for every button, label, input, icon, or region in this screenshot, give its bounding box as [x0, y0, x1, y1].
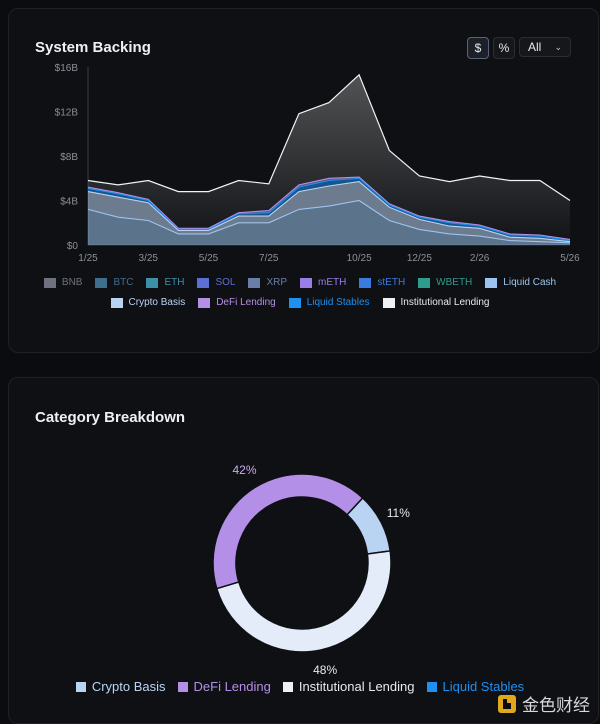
legend-swatch — [146, 277, 159, 288]
breakdown-legend: Crypto Basis DeFi Lending Institutional Le… — [0, 679, 600, 694]
legend-item-institutional-lending[interactable]: Institutional Lending — [382, 297, 490, 308]
legend-swatch — [288, 297, 301, 308]
legend-label: BNB — [61, 277, 83, 288]
x-tick-label: 10/25 — [347, 253, 372, 264]
category-breakdown-donut — [212, 473, 392, 653]
legend-item-crypto-basis[interactable]: Crypto Basis — [110, 297, 186, 308]
line-liquid-stables — [87, 177, 571, 242]
legend-item-liquid-stables[interactable]: Liquid Stables — [426, 679, 525, 694]
line-institutional-lending — [87, 73, 571, 201]
category-breakdown-title: Category Breakdown — [35, 409, 186, 426]
y-tick-label: $0 — [67, 241, 79, 252]
area-liquid-cash — [88, 200, 570, 245]
x-tick-label: 1/25 — [78, 253, 98, 264]
legend-item-meth[interactable]: mETH — [300, 277, 346, 288]
legend-label: Institutional Lending — [400, 297, 490, 308]
legend-swatch — [248, 277, 261, 288]
jinse-logo-icon — [498, 694, 516, 713]
legend-swatch — [485, 277, 498, 288]
slice-label-defi-lending: 42% — [232, 463, 257, 478]
legend-item-wbeth[interactable]: WBETH — [418, 277, 472, 288]
legend-item-institutional-lending[interactable]: Institutional Lending — [282, 679, 415, 694]
legend-label: DeFi Lending — [193, 679, 271, 694]
percent-toggle-button[interactable]: % — [493, 37, 515, 59]
legend-swatch — [198, 297, 211, 308]
system-backing-chart: $0 $4B $8B $12B $16B 1/25 3/25 5/25 7/25 10/25 12/… — [55, 63, 581, 264]
legend-swatch — [197, 277, 210, 288]
legend-item-sol[interactable]: SOL — [197, 277, 235, 288]
legend-label: Liquid Cash — [503, 277, 557, 288]
legend-item-liquid-cash[interactable]: Liquid Cash — [485, 277, 556, 288]
slice-defi-lending[interactable] — [212, 473, 364, 590]
legend-swatch — [282, 681, 293, 692]
area-institutional-lending — [88, 74, 570, 240]
legend-swatch — [95, 277, 108, 288]
legend-label: Liquid Stables — [442, 679, 525, 694]
legend-label: stETH — [377, 277, 406, 288]
slice-label-liquid-stables: 48% — [313, 662, 338, 677]
legend-label: mETH — [318, 277, 347, 288]
x-tick-label: 12/25 — [407, 253, 432, 264]
legend-swatch — [426, 681, 437, 692]
legend-label: ETH — [164, 277, 185, 288]
watermark-text: 金色财经 — [522, 696, 590, 716]
line-liquid-cash — [87, 199, 571, 244]
line-crypto-basis — [87, 181, 571, 243]
x-tick-label: 5/26 — [560, 253, 580, 264]
legend-label: XRP — [266, 277, 288, 288]
x-tick-label: 3/25 — [139, 253, 159, 264]
legend-label: WBETH — [436, 277, 473, 288]
legend-label: Crypto Basis — [128, 297, 186, 308]
area-crypto-basis — [88, 181, 570, 243]
chevron-down-icon: ⌄ — [554, 41, 562, 52]
chart-controls: $ % All ⌄ — [467, 37, 571, 59]
legend-swatch — [418, 277, 431, 288]
slice-liquid-stables[interactable] — [215, 550, 392, 653]
legend-label: DeFi Lending — [216, 297, 276, 308]
x-tick-label: 2/26 — [470, 253, 490, 264]
legend-swatch — [75, 681, 86, 692]
legend-item-eth[interactable]: ETH — [146, 277, 184, 288]
legend-item-defi-lending[interactable]: DeFi Lending — [198, 297, 276, 308]
range-select[interactable]: All ⌄ — [519, 37, 571, 57]
legend-swatch — [382, 297, 395, 308]
y-tick-label: $4B — [60, 197, 78, 208]
legend-item-xrp[interactable]: XRP — [248, 277, 287, 288]
legend-label: BTC — [113, 277, 134, 288]
dollar-toggle-button[interactable]: $ — [467, 37, 489, 59]
y-tick-label: $16B — [55, 63, 79, 74]
legend-item-steth[interactable]: stETH — [359, 277, 405, 288]
legend-item-crypto-basis[interactable]: Crypto Basis — [75, 679, 166, 694]
legend-swatch — [177, 681, 188, 692]
backing-legend-row-2: Crypto Basis DeFi Lending Liquid Stables In… — [0, 297, 600, 308]
y-tick-label: $12B — [55, 108, 79, 119]
legend-swatch — [110, 297, 123, 308]
legend-label: Liquid Stables — [306, 297, 370, 308]
legend-swatch — [43, 277, 56, 288]
category-breakdown-card: Category Breakdown — [8, 377, 599, 724]
legend-item-defi-lending[interactable]: DeFi Lending — [177, 679, 271, 694]
legend-item-btc[interactable]: BTC — [95, 277, 133, 288]
legend-label: SOL — [215, 277, 236, 288]
x-tick-label: 7/25 — [259, 253, 279, 264]
slice-label-crypto-basis: 11% — [386, 505, 410, 520]
backing-legend-row-1: BNB BTC ETH SOL XRP mETH stETH WBETH Liquid Cash — [0, 277, 600, 288]
legend-label: Crypto Basis — [91, 679, 166, 694]
range-value: All — [528, 40, 542, 54]
y-tick-label: $8B — [60, 152, 78, 163]
legend-swatch — [300, 277, 313, 288]
x-tick-label: 5/25 — [199, 253, 219, 264]
line-defi-lending — [87, 176, 571, 240]
legend-item-liquid-stables[interactable]: Liquid Stables — [288, 297, 370, 308]
watermark: 金色财经 — [498, 691, 590, 716]
legend-label: Institutional Lending — [298, 679, 415, 694]
system-backing-title: System Backing — [35, 39, 151, 56]
legend-item-bnb[interactable]: BNB — [43, 277, 83, 288]
legend-swatch — [359, 277, 372, 288]
